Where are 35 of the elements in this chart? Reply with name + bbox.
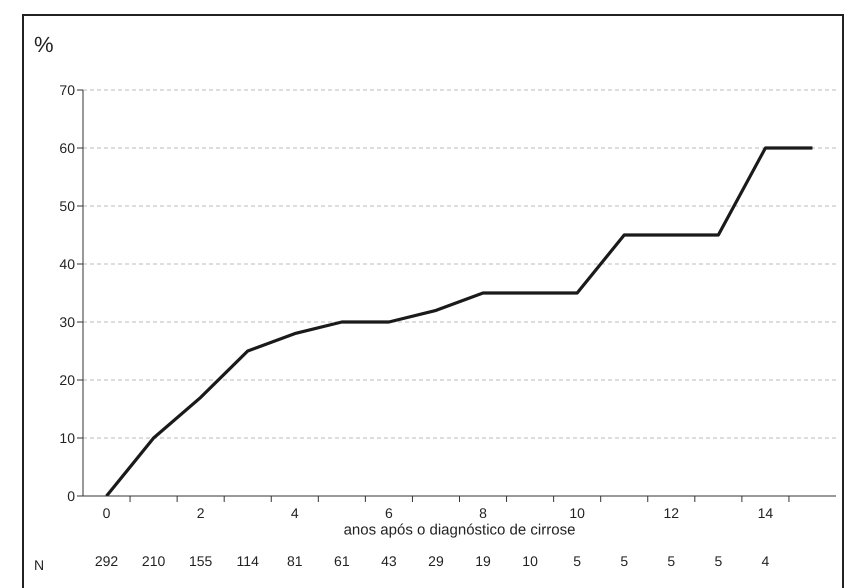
text: 5: [667, 553, 676, 569]
x-tick-label: 2: [196, 505, 205, 521]
text: 81: [286, 553, 303, 569]
line-series: [104, 146, 814, 496]
x-tick-label: 0: [102, 505, 111, 521]
text: 5: [620, 553, 628, 569]
text: 292: [94, 553, 118, 569]
text: 5: [714, 553, 722, 569]
text: 114: [236, 553, 260, 569]
x-axis-title: anos após o diagnóstico de cirrose: [344, 522, 576, 539]
text: 19: [475, 553, 492, 569]
x-tick-label: 10: [569, 505, 586, 521]
text: 10: [522, 553, 538, 569]
x-tick-label: 6: [385, 505, 394, 521]
x-tick-label: 8: [479, 505, 488, 521]
y-tick-label: 30: [59, 314, 76, 330]
y-tick-label: 0: [67, 488, 76, 504]
y-tick-label: 50: [59, 198, 76, 214]
text: 4: [762, 553, 770, 569]
x-tick-label: 12: [663, 505, 680, 521]
y-tick-label: 10: [59, 430, 76, 446]
text: 43: [381, 553, 397, 569]
text: 5: [573, 553, 582, 569]
x-tick-label: 14: [758, 505, 774, 521]
y-tick-label: 60: [59, 140, 76, 156]
y-tick-label: 40: [59, 256, 76, 272]
y-axis-title: %: [34, 32, 54, 58]
text: 210: [142, 553, 166, 569]
y-tick-label: 70: [59, 82, 76, 98]
text: 29: [428, 553, 444, 569]
text: N: [34, 557, 44, 573]
x-tick-label: 4: [290, 505, 299, 521]
text: 155: [188, 553, 213, 569]
text: 61: [334, 553, 350, 569]
y-tick-label: 20: [59, 372, 76, 388]
